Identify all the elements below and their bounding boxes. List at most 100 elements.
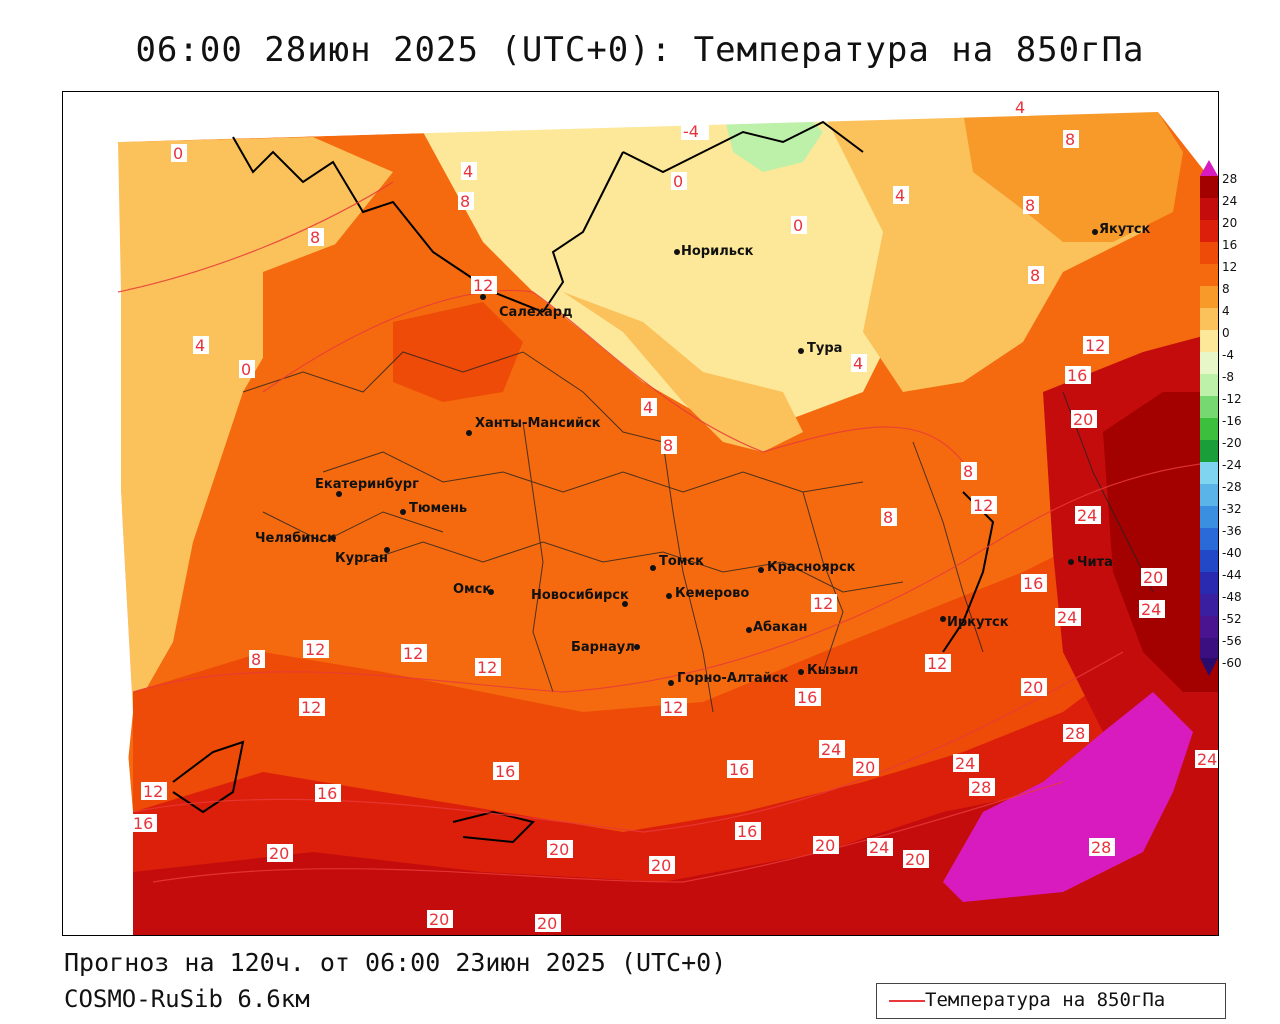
city-chita: Чита bbox=[1068, 555, 1113, 570]
contour-label: 16 bbox=[727, 760, 753, 779]
svg-text:4: 4 bbox=[895, 186, 905, 205]
contour-label: 24 bbox=[1139, 600, 1165, 619]
svg-text:20: 20 bbox=[855, 758, 875, 777]
contour-label: 4 bbox=[851, 354, 867, 373]
svg-text:20: 20 bbox=[815, 836, 835, 855]
colorbar-label: -8 bbox=[1222, 370, 1234, 384]
contour-label: 8 bbox=[661, 436, 677, 455]
svg-text:16: 16 bbox=[495, 762, 515, 781]
contour-label: 12 bbox=[401, 644, 427, 663]
colorbar-label: -40 bbox=[1222, 546, 1242, 560]
svg-text:24: 24 bbox=[955, 754, 975, 773]
svg-text:Тюмень: Тюмень bbox=[409, 501, 467, 516]
contour-label: 20 bbox=[1021, 678, 1047, 697]
svg-text:12: 12 bbox=[143, 782, 163, 801]
svg-text:0: 0 bbox=[173, 144, 183, 163]
colorbar-label: 16 bbox=[1222, 238, 1238, 252]
colorbar-label: 20 bbox=[1222, 216, 1238, 230]
model-name: COSMO-RuSib 6.6км bbox=[64, 985, 310, 1013]
svg-text:16: 16 bbox=[133, 814, 153, 833]
svg-text:8: 8 bbox=[310, 228, 320, 247]
svg-text:0: 0 bbox=[793, 216, 803, 235]
contour-label: 16 bbox=[735, 822, 761, 841]
contour-label: 24 bbox=[953, 754, 979, 773]
contour-label: 28 bbox=[969, 778, 995, 797]
colorbar-label: -32 bbox=[1222, 502, 1242, 516]
contour-label: -4 bbox=[681, 122, 709, 141]
svg-text:4: 4 bbox=[1015, 98, 1025, 117]
svg-text:24: 24 bbox=[1141, 600, 1161, 619]
svg-text:8: 8 bbox=[663, 436, 673, 455]
svg-text:Кызыл: Кызыл bbox=[807, 663, 858, 678]
svg-text:8: 8 bbox=[460, 192, 470, 211]
colorbar-label: -24 bbox=[1222, 458, 1242, 472]
contour-label: 20 bbox=[649, 856, 675, 875]
contour-label: 8 bbox=[1063, 130, 1079, 149]
contour-label: 20 bbox=[903, 850, 929, 869]
colorbar-label: -44 bbox=[1222, 568, 1242, 582]
contour-label: 4 bbox=[893, 186, 909, 205]
colorbar-graphic bbox=[1200, 160, 1218, 676]
colorbar-label: 12 bbox=[1222, 260, 1238, 274]
svg-text:Горно-Алтайск: Горно-Алтайск bbox=[677, 671, 789, 686]
svg-text:4: 4 bbox=[643, 398, 653, 417]
svg-text:8: 8 bbox=[1025, 196, 1035, 215]
contour-label: 16 bbox=[493, 762, 519, 781]
contour-label: 0 bbox=[791, 216, 807, 235]
forecast-info: Прогноз на 120ч. от 06:00 23июн 2025 (UT… bbox=[64, 948, 727, 977]
colorbar-label: 28 bbox=[1222, 172, 1238, 186]
colorbar-label: -4 bbox=[1222, 348, 1234, 362]
city-krasnoyarsk: Красноярск bbox=[758, 560, 856, 575]
colorbar-label: 8 bbox=[1222, 282, 1230, 296]
colorbar-label: -20 bbox=[1222, 436, 1242, 450]
svg-text:12: 12 bbox=[301, 698, 321, 717]
svg-text:28: 28 bbox=[971, 778, 991, 797]
contour-label: 4 bbox=[193, 336, 209, 355]
city-salekhard: Салехард bbox=[480, 294, 573, 320]
svg-text:0: 0 bbox=[673, 172, 683, 191]
temperature-map: 0 4 8 8 12 -4 0 0 4 4 8 8 8 12 16 20 24 … bbox=[63, 92, 1218, 935]
contour-label: 12 bbox=[303, 640, 329, 659]
svg-text:Иркутск: Иркутск bbox=[947, 615, 1009, 630]
svg-text:Екатеринбург: Екатеринбург bbox=[315, 477, 419, 492]
svg-text:Красноярск: Красноярск bbox=[767, 560, 856, 575]
city-norilsk: Норильск bbox=[674, 244, 754, 259]
svg-text:20: 20 bbox=[429, 910, 449, 929]
svg-text:8: 8 bbox=[883, 508, 893, 527]
colorbar-label: -48 bbox=[1222, 590, 1242, 604]
contour-label: 12 bbox=[299, 698, 325, 717]
svg-text:12: 12 bbox=[1085, 336, 1105, 355]
contour-label: 12 bbox=[971, 496, 997, 515]
contour-label: 24 bbox=[1195, 750, 1218, 769]
contour-label: 16 bbox=[131, 814, 157, 833]
svg-text:4: 4 bbox=[853, 354, 863, 373]
contour-label: 16 bbox=[795, 688, 821, 707]
svg-text:16: 16 bbox=[729, 760, 749, 779]
colorbar-label: -56 bbox=[1222, 634, 1242, 648]
contour-label: 0 bbox=[671, 172, 687, 191]
contour-label: 16 bbox=[315, 784, 341, 803]
city-yakutsk: Якутск bbox=[1092, 222, 1151, 237]
map-panel[interactable]: 0 4 8 8 12 -4 0 0 4 4 8 8 8 12 16 20 24 … bbox=[62, 91, 1219, 936]
svg-text:24: 24 bbox=[1077, 506, 1097, 525]
svg-text:28: 28 bbox=[1091, 838, 1111, 857]
svg-text:20: 20 bbox=[269, 844, 289, 863]
contour-label: 24 bbox=[1055, 608, 1081, 627]
svg-text:Якутск: Якутск bbox=[1099, 222, 1151, 237]
contour-label: 4 bbox=[1013, 98, 1029, 117]
svg-text:16: 16 bbox=[1067, 366, 1087, 385]
city-tomsk: Томск bbox=[650, 554, 704, 571]
svg-text:12: 12 bbox=[973, 496, 993, 515]
map-title: 06:00 28июн 2025 (UTC+0): Температура на… bbox=[135, 30, 1145, 70]
svg-text:Абакан: Абакан bbox=[753, 620, 808, 635]
contour-label: 24 bbox=[1075, 506, 1101, 525]
svg-text:16: 16 bbox=[1023, 574, 1043, 593]
contour-label: 20 bbox=[427, 910, 453, 929]
contour-label: 24 bbox=[867, 838, 893, 857]
colorbar-label: -60 bbox=[1222, 656, 1242, 670]
svg-text:8: 8 bbox=[963, 462, 973, 481]
contour-label: 16 bbox=[1021, 574, 1047, 593]
svg-text:Томск: Томск bbox=[659, 554, 704, 569]
contour-label: 12 bbox=[811, 594, 837, 613]
svg-text:24: 24 bbox=[1057, 608, 1077, 627]
